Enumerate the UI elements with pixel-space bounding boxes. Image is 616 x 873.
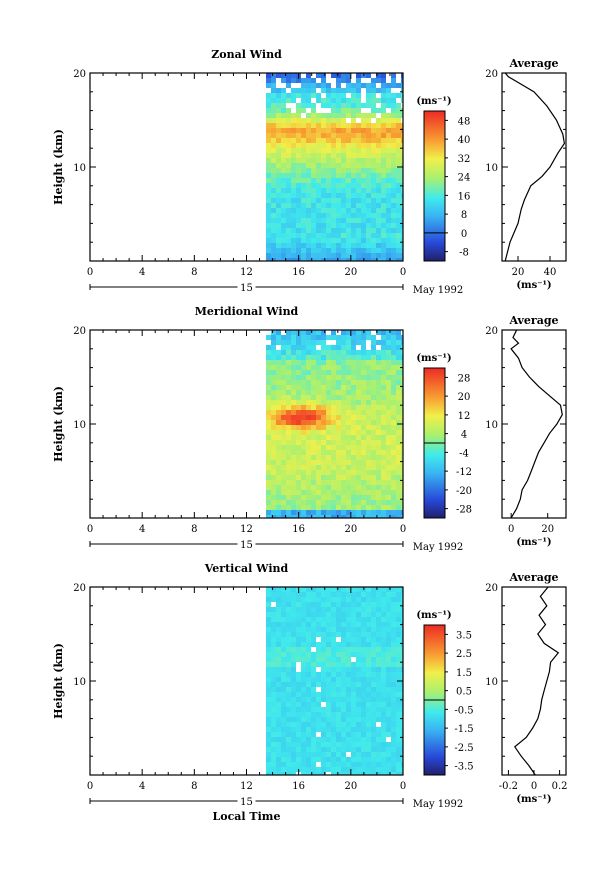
panel-2: 10 20 Height (km) 0 4 8 12 16 20 0 Meridional Wind… [52, 305, 567, 553]
x-tick-label: 8 [191, 524, 197, 535]
x-tick-label: 16 [292, 524, 305, 535]
x-tick-label: 0 [87, 781, 93, 792]
x-tick-label: 8 [191, 781, 197, 792]
profile-x-tick-label: -0.2 [499, 781, 518, 792]
x-tick-label: 20 [344, 781, 357, 792]
colorbar-tick-label: -4 [459, 448, 469, 459]
colorbar-tick-label: 2.5 [456, 649, 472, 660]
colorbar-tick-label: -0.5 [454, 705, 473, 716]
profile-frame [501, 586, 567, 776]
heatmap-field [266, 587, 403, 775]
colorbar-tick-label: -1.5 [454, 724, 473, 735]
panel-3: 10 20 Height (km) 0 4 8 12 16 20 0 Vertical Wind 15… [52, 562, 568, 823]
date-label: 15 [240, 540, 253, 551]
profile-x-tick-label: 20 [541, 524, 554, 535]
x-tick-label: 0 [400, 781, 406, 792]
x-tick-label: 8 [191, 267, 197, 278]
y-tick-label: 20 [73, 69, 86, 80]
month-label: May 1992 [413, 285, 463, 296]
profile-title: Average [508, 571, 558, 584]
profile-y-tick-label: 20 [485, 326, 498, 337]
colorbar-tick-label: -3.5 [454, 762, 473, 773]
profile-line [504, 72, 566, 262]
chart-title: Vertical Wind [204, 562, 289, 575]
profile-x-tick-label: 40 [544, 267, 557, 278]
profile-frame [501, 72, 567, 262]
profile-y-tick-label: 10 [485, 163, 498, 174]
colorbar-tick-label: 4 [461, 430, 467, 441]
y-axis-label: Height (km) [52, 129, 65, 205]
profile-line [513, 586, 560, 776]
colorbar-unit: (ms⁻¹) [416, 353, 451, 364]
profile-x-unit: (ms⁻¹) [516, 280, 551, 291]
profile-x-unit: (ms⁻¹) [516, 794, 551, 805]
colorbar-tick-label: -28 [456, 505, 472, 516]
x-tick-label: 16 [292, 781, 305, 792]
profile-line [510, 329, 563, 519]
x-tick-label: 12 [240, 524, 253, 535]
profile-y-tick-label: 10 [485, 420, 498, 431]
colorbar-tick-label: 3.5 [456, 630, 472, 641]
profile-title: Average [508, 314, 558, 327]
colorbar-tick-label: 1.5 [456, 668, 472, 679]
profile-x-unit: (ms⁻¹) [516, 537, 551, 548]
y-axis-label: Height (km) [52, 643, 65, 719]
colorbar-tick-label: 0 [461, 229, 467, 240]
month-label: May 1992 [413, 799, 463, 810]
x-tick-label: 4 [139, 781, 145, 792]
date-label: 15 [240, 797, 253, 808]
colorbar-tick-label: 12 [458, 411, 471, 422]
x-tick-label: 20 [344, 267, 357, 278]
y-tick-label: 10 [73, 163, 86, 174]
colorbar-tick-label: 40 [458, 135, 471, 146]
x-tick-label: 0 [400, 267, 406, 278]
profile-title: Average [508, 57, 558, 70]
heatmap-field [266, 330, 403, 518]
profile-x-tick-label: 20 [512, 267, 525, 278]
colorbar [423, 110, 446, 262]
colorbar-tick-label: -8 [459, 248, 469, 259]
x-tick-label: 0 [87, 267, 93, 278]
x-tick-label: 4 [139, 267, 145, 278]
profile-y-tick-label: 10 [485, 677, 498, 688]
profile-y-tick-label: 20 [485, 583, 498, 594]
y-tick-label: 10 [73, 677, 86, 688]
chart-title: Zonal Wind [211, 48, 282, 61]
colorbar-tick-label: -12 [456, 467, 472, 478]
colorbar-tick-label: 16 [458, 191, 471, 202]
colorbar-tick-label: -2.5 [454, 743, 473, 754]
profile-x-tick-label: 0.2 [552, 781, 568, 792]
date-label: 15 [240, 283, 253, 294]
x-axis-label: Local Time [213, 810, 281, 823]
colorbar-tick-label: 24 [458, 173, 471, 184]
y-tick-label: 20 [73, 583, 86, 594]
colorbar-tick-label: -20 [456, 486, 472, 497]
profile-x-tick-label: 0 [531, 781, 537, 792]
x-tick-label: 16 [292, 267, 305, 278]
colorbar-tick-label: 32 [458, 154, 471, 165]
x-tick-label: 12 [240, 781, 253, 792]
heatmap-field [266, 73, 403, 261]
colorbar-unit: (ms⁻¹) [416, 610, 451, 621]
colorbar-unit: (ms⁻¹) [416, 96, 451, 107]
y-axis-label: Height (km) [52, 386, 65, 462]
x-tick-label: 12 [240, 267, 253, 278]
profile-x-tick-label: 0 [508, 524, 514, 535]
y-tick-label: 10 [73, 420, 86, 431]
x-tick-label: 0 [87, 524, 93, 535]
y-tick-label: 20 [73, 326, 86, 337]
chart-title: Meridional Wind [195, 305, 299, 318]
profile-y-tick-label: 20 [485, 69, 498, 80]
x-tick-label: 4 [139, 524, 145, 535]
colorbar-tick-label: 8 [461, 210, 467, 221]
x-tick-label: 0 [400, 524, 406, 535]
colorbar-tick-label: 0.5 [456, 687, 472, 698]
x-tick-label: 20 [344, 524, 357, 535]
colorbar-tick-label: 20 [458, 392, 471, 403]
month-label: May 1992 [413, 542, 463, 553]
colorbar-tick-label: 48 [458, 116, 471, 127]
colorbar-tick-label: 28 [458, 373, 471, 384]
